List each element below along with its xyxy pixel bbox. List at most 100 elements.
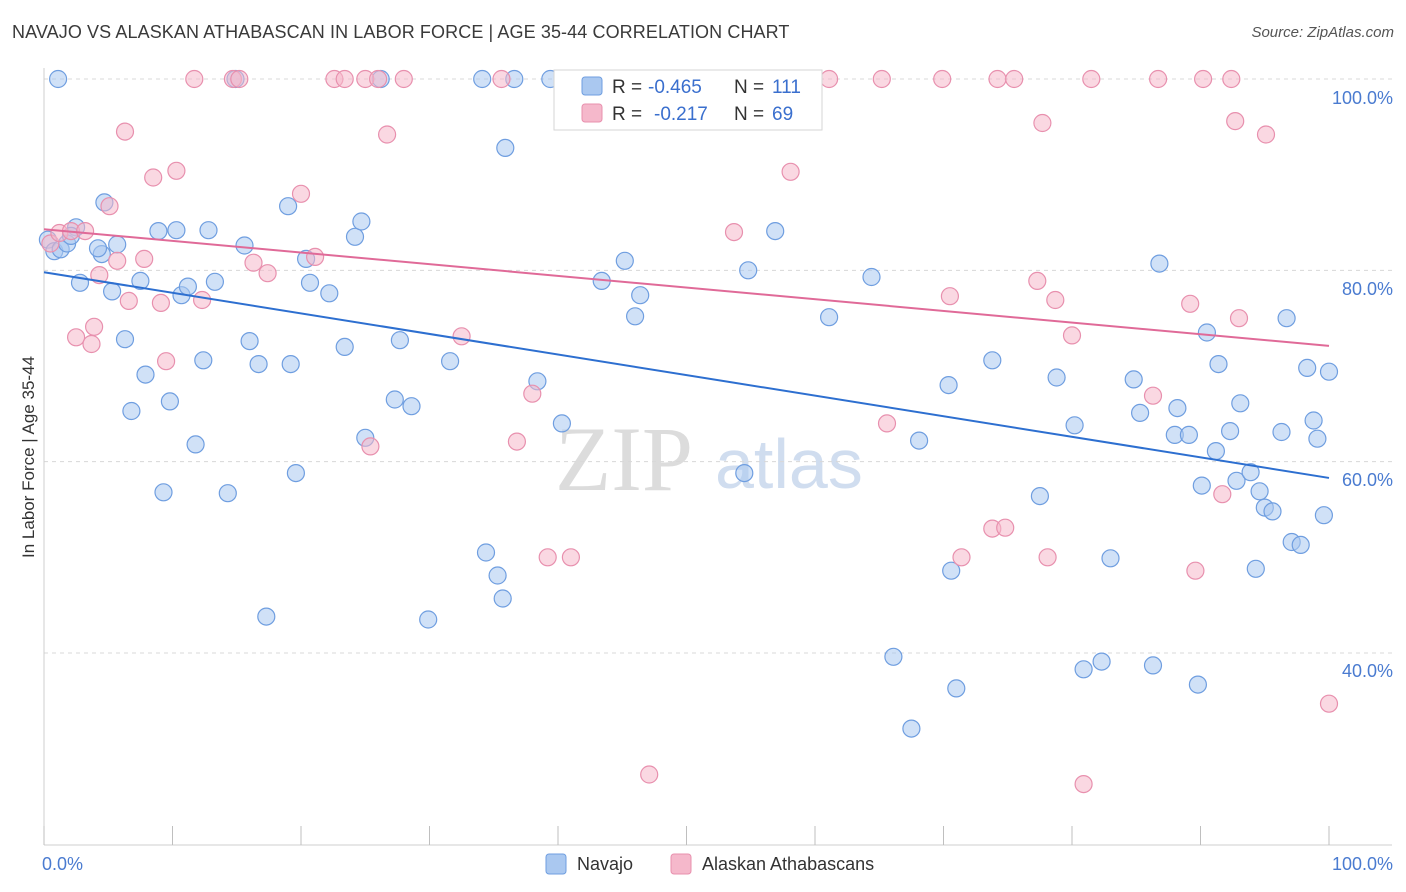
navajo-point <box>136 365 155 384</box>
alaskan-point <box>1193 69 1213 89</box>
alaskan-point <box>1186 561 1205 580</box>
watermark-zip: ZIP <box>555 408 693 510</box>
navajo-point <box>402 397 421 416</box>
navajo-point <box>108 235 127 254</box>
alaskan-point <box>361 437 380 456</box>
alaskan-point <box>1256 125 1276 144</box>
navajo-point <box>1030 487 1050 506</box>
navajo-point <box>1272 422 1291 442</box>
alaskan-point <box>724 223 744 242</box>
alaskan-point <box>996 518 1015 537</box>
alaskan-point <box>781 162 800 181</box>
navajo-point <box>300 273 320 292</box>
navajo-point <box>235 236 254 255</box>
alaskan-point <box>1038 548 1057 567</box>
alaskan-point <box>258 264 277 283</box>
navajo-point <box>631 286 650 305</box>
navajo-point <box>473 69 492 89</box>
navajo-point <box>1209 355 1228 374</box>
alaskan-point <box>1046 290 1065 310</box>
navajo-point <box>1298 358 1317 377</box>
bottom-legend-swatch-navajo <box>545 853 567 875</box>
navajo-point <box>281 355 300 374</box>
navajo-point <box>1227 471 1246 490</box>
navajo-point <box>257 607 276 626</box>
navajo-point <box>194 351 213 370</box>
navajo-point <box>441 352 460 371</box>
y-axis-label: In Labor Force | Age 35-44 <box>19 356 38 558</box>
navajo-point <box>496 138 515 157</box>
navajo-point <box>1047 368 1066 387</box>
navajo-point <box>286 464 305 483</box>
alaskan-point <box>561 548 581 567</box>
navajo-point <box>186 435 205 454</box>
x-tick-marks <box>43 826 1330 845</box>
navajo-point <box>1065 416 1084 435</box>
navajo-point <box>115 330 135 349</box>
alaskan-point <box>157 352 176 371</box>
navajo-points <box>38 69 1339 738</box>
navajo-point <box>766 222 785 241</box>
navajo-point <box>48 69 68 89</box>
legend-n-value-alaskan: 69 <box>772 104 793 125</box>
navajo-point <box>1291 535 1310 555</box>
navajo-point <box>345 227 365 246</box>
bottom-legend: Navajo Alaskan Athabascans <box>545 853 874 875</box>
navajo-point <box>1220 422 1240 441</box>
alaskan-point <box>1062 326 1082 345</box>
alaskan-point <box>185 69 204 89</box>
alaskan-point <box>306 247 325 266</box>
legend-n-value-navajo: 111 <box>772 77 801 98</box>
navajo-point <box>476 543 496 562</box>
navajo-point <box>178 277 197 296</box>
alaskan-point <box>1033 113 1052 133</box>
navajo-point <box>131 271 150 290</box>
navajo-point <box>1143 656 1163 675</box>
alaskan-point <box>1226 111 1245 131</box>
alaskan-point <box>100 197 119 216</box>
alaskan-point <box>135 249 154 268</box>
alaskan-point <box>1082 69 1101 89</box>
navajo-point <box>884 647 903 666</box>
navajo-point <box>1168 399 1187 418</box>
navajo-point <box>1246 559 1265 578</box>
alaskan-point <box>1229 309 1249 328</box>
alaskan-point <box>940 287 960 306</box>
alaskan-point <box>507 432 527 451</box>
alaskan-point <box>369 69 388 89</box>
navajo-point <box>279 197 298 216</box>
navajo-point <box>352 212 371 231</box>
navajo-trend-line <box>43 271 1330 479</box>
alaskan-point <box>1143 386 1163 405</box>
trend-lines <box>43 228 1330 479</box>
navajo-point <box>939 376 958 395</box>
alaskan-point <box>335 69 354 89</box>
alaskan-point <box>144 168 163 187</box>
legend-swatch-navajo <box>581 76 603 96</box>
navajo-point <box>167 221 186 240</box>
legend-swatch-alaskan <box>581 103 603 123</box>
navajo-point <box>218 484 237 503</box>
navajo-point <box>1074 660 1093 679</box>
navajo-point <box>1206 442 1226 461</box>
alaskan-point <box>1181 294 1200 313</box>
navajo-point <box>122 401 141 421</box>
navajo-point <box>1277 309 1296 328</box>
alaskan-points <box>41 69 1339 794</box>
navajo-point <box>1101 549 1120 568</box>
alaskan-point <box>819 69 839 89</box>
navajo-point <box>1304 411 1323 430</box>
navajo-point <box>983 351 1002 370</box>
alaskan-point <box>84 317 104 336</box>
alaskan-point <box>1148 69 1168 89</box>
alaskan-point <box>378 125 397 144</box>
alaskan-point <box>167 161 186 180</box>
navajo-point <box>942 561 961 580</box>
navajo-point <box>1319 362 1339 381</box>
y-tick-label-60: 60.0% <box>1342 470 1393 490</box>
navajo-point <box>154 483 173 502</box>
navajo-point <box>1197 323 1217 342</box>
navajo-point <box>1241 463 1260 482</box>
navajo-point <box>390 331 409 350</box>
